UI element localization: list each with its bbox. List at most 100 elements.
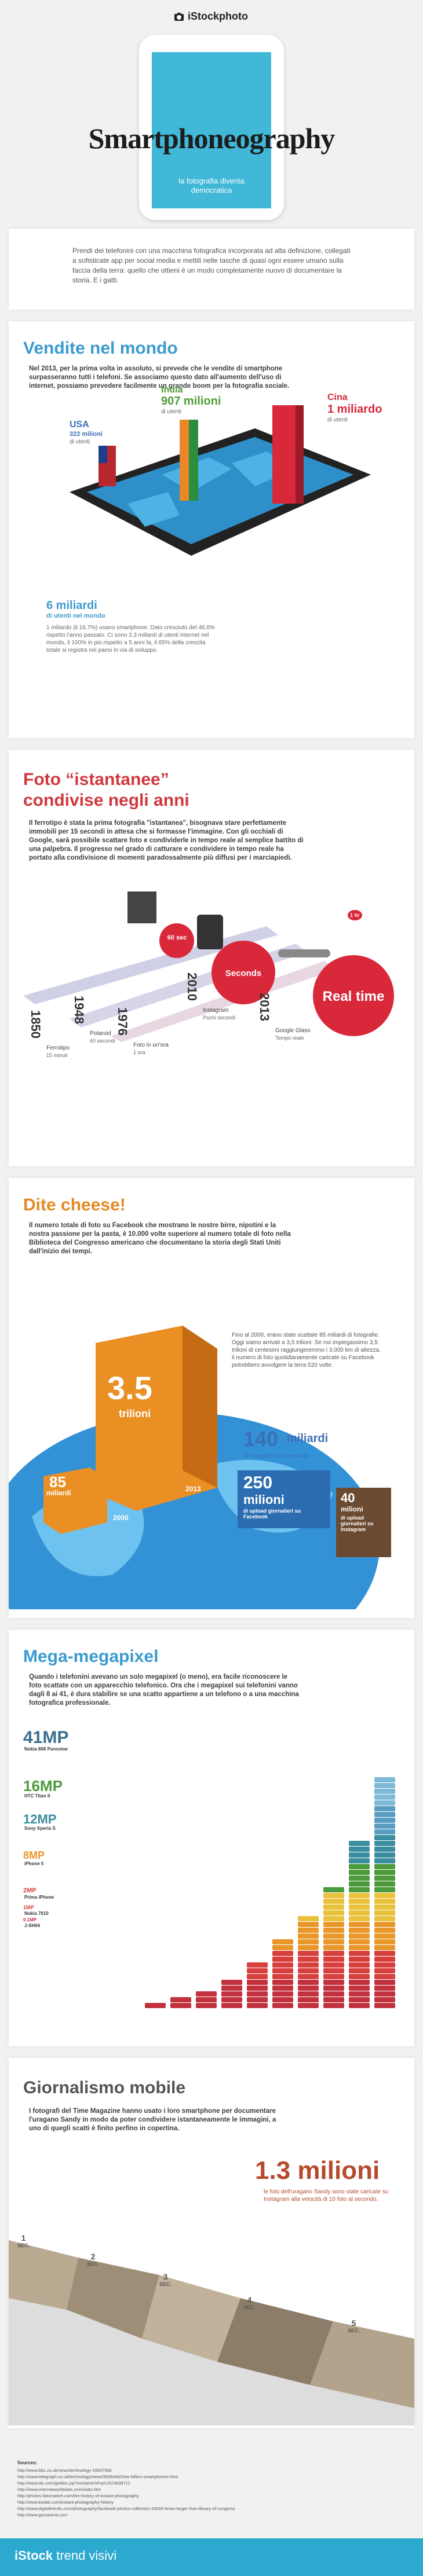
megapixel-block <box>272 1968 293 1973</box>
megapixel-block <box>374 1795 395 1800</box>
megapixel-block <box>298 1928 319 1933</box>
megapixel-block <box>349 1858 370 1863</box>
megapixel-block <box>247 1980 268 1985</box>
world-unit: di utenti nel mondo <box>46 612 105 619</box>
megapixel-block <box>272 1991 293 1997</box>
megapixel-block <box>247 1968 268 1973</box>
megapixel-block <box>221 2003 242 2008</box>
megapixel-block <box>349 1852 370 1858</box>
sources-title: Sources: <box>17 2460 38 2465</box>
instant-text: Il ferrotipo è stata la prima fotografia… <box>29 820 304 861</box>
megapixel-block <box>349 1905 370 1910</box>
megapixel-block <box>374 1829 395 1834</box>
megapixel-block <box>374 1870 395 1875</box>
megapixel-block <box>374 1800 395 1806</box>
timeline-name: Ferrotipo <box>46 1045 70 1051</box>
megapixel-block <box>374 1939 395 1944</box>
megapixel-block <box>272 1986 293 1991</box>
source-link[interactable]: http://photos.fotomarket.com/the-history… <box>17 2493 139 2498</box>
megapixel-block <box>374 1899 395 1904</box>
megapixel-block <box>349 1986 370 1991</box>
cheese-year-2013: 2013 <box>185 1485 201 1493</box>
megapixel-block <box>298 1980 319 1985</box>
source-link[interactable]: http://www.kodak.com/instant-photography… <box>17 2500 114 2505</box>
instant-title-2: condivise negli anni <box>23 791 189 810</box>
instant-title-1: Foto “istantanee” <box>23 770 169 789</box>
timeline-year: 1976 <box>115 1007 130 1036</box>
source-link[interactable]: http://www.gsmarena.com <box>17 2512 68 2518</box>
source-link[interactable]: http://www.internetworldstats.com/stats.… <box>17 2487 101 2492</box>
megapixel-block <box>374 1945 395 1950</box>
megapixel-block <box>374 1893 395 1898</box>
megapixel-block <box>349 1916 370 1921</box>
megapixel-block <box>349 2003 370 2008</box>
megapixel-block <box>374 1847 395 1852</box>
globe-coins-illustration <box>9 1326 380 1609</box>
megapixel-block <box>374 1986 395 1991</box>
megapixel-block <box>349 1962 370 1968</box>
megapixel-block <box>323 1939 344 1944</box>
megapixel-block <box>323 1974 344 1979</box>
megapixel-phone-name: Prima iPhone <box>24 1895 54 1900</box>
megapixel-block <box>349 1991 370 1997</box>
megapixel-block <box>349 1841 370 1846</box>
megapixel-block <box>349 1980 370 1985</box>
source-link[interactable]: http://www.digitaltrends.com/photography… <box>17 2506 235 2511</box>
usa-unit: di utenti <box>70 439 90 445</box>
megapixel-block <box>323 1922 344 1927</box>
header-title: Smartphoneography <box>88 122 336 155</box>
megapixel-block <box>170 2003 191 2008</box>
hurricane-photo-stack <box>9 2240 414 2425</box>
megapixel-phone-name: Sony Xperia S <box>24 1826 56 1831</box>
source-link[interactable]: http://www.idc.com/getdoc.jsp?containerI… <box>17 2480 130 2486</box>
megapixel-block <box>374 1806 395 1811</box>
china-label: Cina <box>327 392 348 402</box>
cheese-small-unit: miliardi <box>46 1489 71 1497</box>
megapixel-block <box>374 1968 395 1973</box>
megapixel-block <box>349 1945 370 1950</box>
megapixel-block <box>298 1968 319 1973</box>
megapixel-block <box>349 1864 370 1869</box>
megapixel-block <box>298 1933 319 1939</box>
megapixel-block <box>323 1893 344 1898</box>
header-phone-screen <box>152 52 271 208</box>
megapixel-block <box>349 1876 370 1881</box>
cheese-side-text: Fino al 2000, erano state scattate 85 mi… <box>232 1332 381 1368</box>
insta-unit: milioni <box>341 1505 363 1513</box>
journal-text: I fotografi del Time Magazine hanno usat… <box>29 2108 276 2132</box>
megapixel-block <box>272 1962 293 1968</box>
cheese-year-2000: 2000 <box>113 1514 129 1522</box>
source-link[interactable]: http://www.bbc.co.uk/news/technology-199… <box>17 2468 112 2473</box>
megapixel-block <box>374 1905 395 1910</box>
megapixel-block <box>374 1933 395 1939</box>
megapixel-block <box>272 1945 293 1950</box>
megapixel-block <box>272 2003 293 2008</box>
cheese-title: Dite cheese! <box>23 1195 126 1214</box>
megapixel-block <box>298 1991 319 1997</box>
megapixel-block <box>374 1864 395 1869</box>
india-label: India <box>161 385 183 395</box>
megapixel-block <box>349 1893 370 1898</box>
megapixel-block <box>349 1928 370 1933</box>
source-link[interactable]: http://www.telegraph.co.uk/technology/ne… <box>17 2474 178 2479</box>
megapixel-block <box>145 2003 166 2008</box>
megapixel-block <box>196 1991 217 1997</box>
megapixel-block <box>298 1974 319 1979</box>
megapixel-phone-name: Nokia 808 Pureview <box>24 1746 68 1752</box>
megapixel-value: 8MP <box>23 1850 45 1861</box>
megapixel-block <box>298 2003 319 2008</box>
megapixel-block <box>247 1997 268 2002</box>
header-subtitle-2: democratica <box>191 186 232 195</box>
megapixel-block <box>349 1899 370 1904</box>
timeline-time: 60 secondi <box>90 1038 115 1044</box>
megapixel-block <box>349 1887 370 1892</box>
megapixel-block <box>374 1852 395 1858</box>
megapixel-block <box>349 1951 370 1956</box>
india-unit: di utenti <box>161 409 182 415</box>
bubble-seconds: Seconds <box>225 968 262 978</box>
megapixel-block <box>374 1916 395 1921</box>
megapixel-block <box>221 1991 242 1997</box>
megapixel-block <box>298 1997 319 2002</box>
megapixel-block <box>298 1916 319 1921</box>
megapixel-value: 2MP <box>23 1887 37 1894</box>
